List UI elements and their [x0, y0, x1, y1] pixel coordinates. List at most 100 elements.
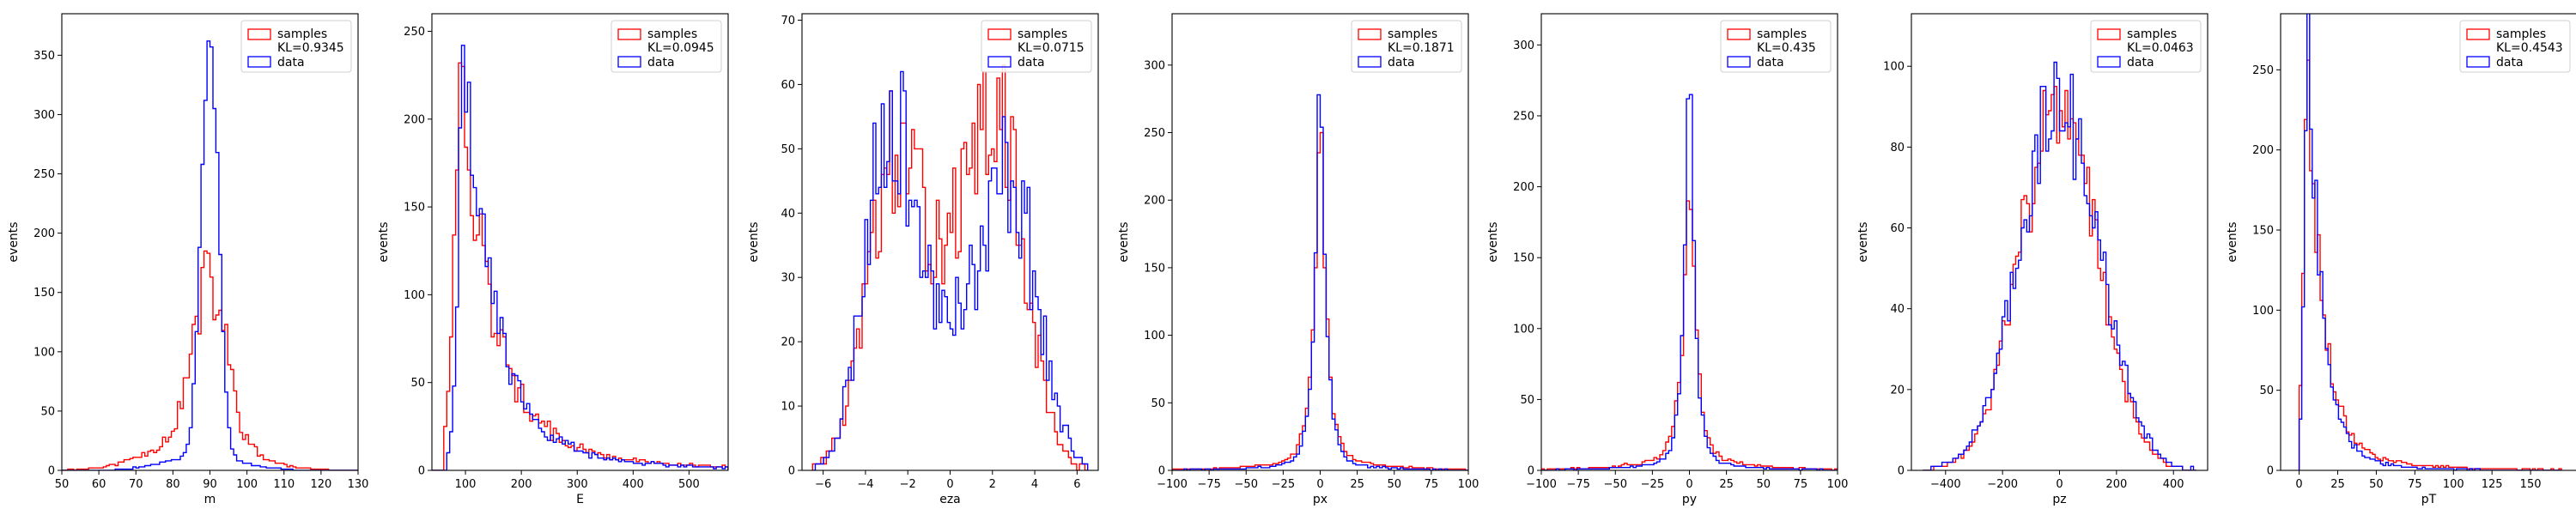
x-tick-label: 25	[1719, 478, 1734, 491]
axes-frame	[61, 13, 359, 471]
y-tick-label: 50	[2259, 385, 2274, 397]
chart-panel-pT: 0 25 50 75 100 125 150 0 50 100 150 200 250 pT events s…	[2226, 13, 2576, 506]
legend-label-samples: samples	[277, 27, 327, 41]
x-tick-label: 100	[1827, 478, 1849, 491]
x-tick-label: 400	[2163, 478, 2184, 491]
y-tick-label: 150	[1513, 252, 1534, 265]
legend-swatch-samples	[247, 28, 271, 40]
series-samples-step	[811, 64, 1088, 470]
y-axis-label: events	[2226, 221, 2239, 262]
series-samples-step	[62, 250, 358, 470]
y-tick-label: 300	[1513, 39, 1534, 52]
y-tick-label: 200	[33, 227, 55, 240]
x-tick-label: 50	[1756, 478, 1771, 491]
legend-label-kl: KL=0.0463	[2127, 41, 2194, 55]
y-axis-label: events	[1486, 221, 1500, 262]
legend-swatch-samples	[987, 28, 1012, 40]
legend-label-kl: KL=0.9345	[277, 41, 344, 55]
y-tick-label: 60	[1890, 222, 1905, 235]
legend-label-samples: samples	[2496, 27, 2546, 41]
x-tick-label: −50	[1604, 478, 1627, 491]
legend-label-kl: KL=0.1871	[1388, 41, 1455, 55]
y-tick-label: 20	[1890, 384, 1905, 397]
x-tick-label: 500	[678, 478, 700, 491]
legend-swatch-samples	[617, 28, 641, 40]
x-tick-label: 0	[2056, 478, 2063, 491]
x-tick-label: 130	[348, 478, 369, 491]
x-tick-label: 125	[2482, 478, 2503, 491]
y-axis-label: events	[1856, 221, 1870, 262]
y-tick-label: 100	[404, 289, 425, 302]
y-tick-label: 300	[33, 109, 55, 122]
x-tick-label: 60	[92, 478, 106, 491]
x-axis-label: px	[1313, 493, 1327, 506]
legend-swatch-samples	[2097, 28, 2121, 40]
y-tick-label: 250	[33, 168, 55, 181]
x-tick-label: 50	[55, 478, 70, 491]
axes-frame	[1540, 13, 1838, 471]
legend-swatch-data	[1727, 56, 1751, 68]
x-tick-label: 6	[1073, 478, 1080, 491]
y-tick-label: 100	[1883, 61, 1905, 74]
y-tick-label: 50	[40, 405, 55, 418]
axes-frame	[801, 13, 1099, 471]
y-tick-label: 150	[2252, 225, 2274, 238]
y-tick-label: 150	[404, 202, 425, 215]
y-tick-label: 40	[1890, 303, 1905, 316]
x-tick-label: 100	[2443, 478, 2464, 491]
x-axis-label: pT	[2421, 493, 2437, 506]
legend-swatch-data	[2097, 56, 2121, 68]
y-tick-label: 200	[2252, 144, 2274, 157]
x-axis-label: pz	[2052, 493, 2066, 506]
x-tick-label: −4	[857, 478, 873, 491]
x-tick-label: 400	[623, 478, 644, 491]
x-tick-label: 2	[989, 478, 996, 491]
y-tick-label: 20	[781, 336, 795, 349]
axes-frame	[431, 13, 729, 471]
x-tick-label: −75	[1197, 478, 1220, 491]
x-tick-label: 75	[2408, 478, 2422, 491]
y-axis-label: events	[377, 221, 391, 262]
x-tick-label: 0	[946, 478, 953, 491]
y-tick-label: 250	[404, 26, 425, 39]
y-tick-label: 0	[1158, 465, 1165, 478]
y-axis-label: events	[1117, 221, 1131, 262]
y-tick-label: 0	[2267, 465, 2274, 478]
x-tick-label: 25	[2330, 478, 2345, 491]
legend-swatch-data	[987, 56, 1012, 68]
series-data-step	[1923, 61, 2196, 470]
x-tick-label: 120	[310, 478, 331, 491]
x-tick-label: 90	[203, 478, 217, 491]
legend-label-data: data	[277, 56, 305, 70]
y-axis-label: events	[747, 221, 761, 262]
y-tick-label: 10	[781, 401, 795, 414]
legend-label-samples: samples	[1388, 27, 1437, 41]
legend-label-kl: KL=0.0945	[647, 41, 714, 55]
y-tick-label: 250	[1144, 127, 1165, 140]
x-tick-label: −400	[1930, 478, 1961, 491]
x-tick-label: 100	[1458, 478, 1479, 491]
x-tick-label: 70	[129, 478, 143, 491]
x-tick-label: −50	[1235, 478, 1258, 491]
y-tick-label: 200	[404, 113, 425, 126]
y-axis-label: events	[7, 221, 21, 262]
y-tick-label: 200	[1513, 181, 1534, 194]
series-samples-step	[2298, 59, 2562, 470]
series-data-step	[62, 40, 358, 470]
y-tick-label: 100	[2252, 305, 2274, 318]
y-tick-label: 80	[1890, 142, 1905, 154]
legend-swatch-data	[617, 56, 641, 68]
x-tick-label: 0	[2295, 478, 2302, 491]
y-tick-label: 350	[33, 50, 55, 63]
legend-label-data: data	[1757, 56, 1784, 70]
legend-swatch-samples	[1727, 28, 1751, 40]
legend-label-samples: samples	[2127, 27, 2177, 41]
series-data-step	[812, 70, 1089, 470]
y-tick-label: 50	[781, 143, 795, 156]
